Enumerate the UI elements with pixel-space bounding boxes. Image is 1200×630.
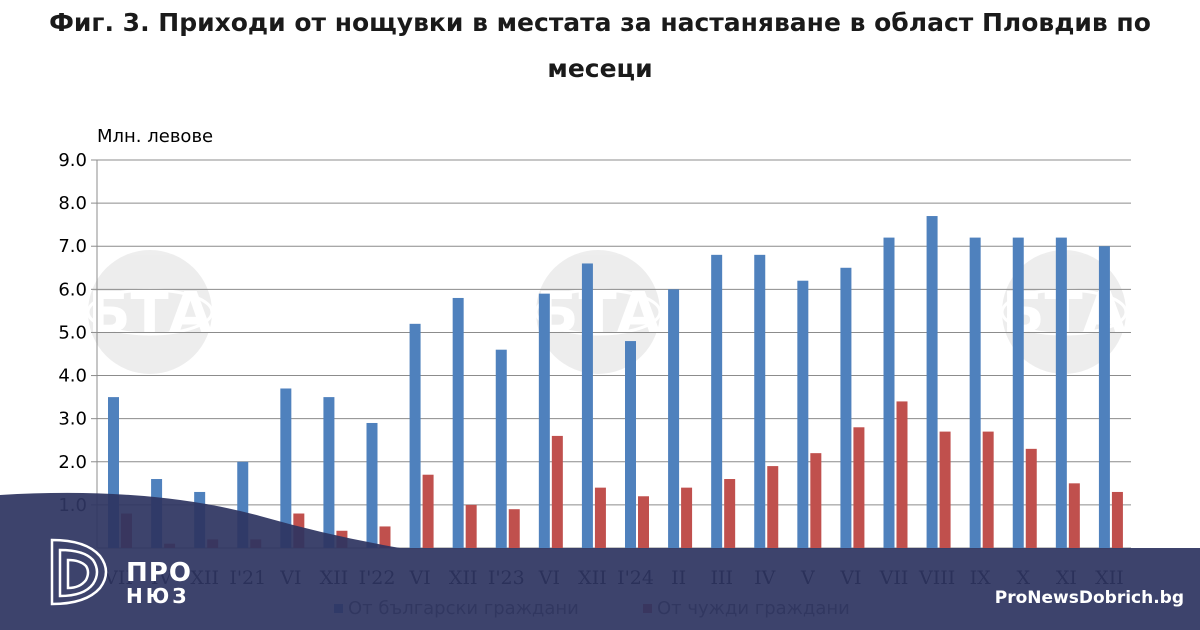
y-tick-label: 6.0	[58, 279, 87, 300]
bar-bulgarian	[581, 263, 593, 548]
bar-foreign	[939, 431, 951, 548]
bar-foreign	[551, 435, 563, 548]
bar-foreign	[853, 427, 865, 548]
bar-bulgarian	[969, 237, 981, 548]
bar-foreign	[508, 509, 520, 548]
bar-bulgarian	[495, 349, 507, 548]
bar-foreign	[681, 487, 693, 548]
bar-foreign	[767, 466, 779, 548]
bars	[108, 216, 1123, 549]
bar-bulgarian	[797, 280, 809, 548]
bar-bulgarian	[409, 323, 421, 548]
watermark-text: БТА	[88, 281, 213, 346]
bar-bulgarian	[366, 422, 378, 548]
y-tick-label: 2.0	[58, 452, 87, 473]
bar-foreign	[465, 504, 477, 548]
bar-bulgarian	[452, 297, 464, 548]
pro-news-logo-icon	[50, 538, 108, 606]
bar-bulgarian	[1055, 237, 1067, 548]
bar-foreign	[1025, 448, 1037, 548]
y-tick-label: 9.0	[58, 150, 87, 171]
bar-bulgarian	[754, 254, 766, 548]
bar-foreign	[1111, 491, 1123, 548]
bar-foreign	[422, 474, 434, 548]
y-tick-label: 7.0	[58, 236, 87, 257]
bar-foreign	[982, 431, 994, 548]
bar-foreign	[379, 526, 391, 548]
bar-bulgarian	[1098, 246, 1110, 548]
bar-foreign	[896, 401, 908, 548]
bar-foreign	[810, 453, 822, 548]
bar-bulgarian	[1012, 237, 1024, 548]
chart-title: Фиг. 3. Приходи от нощувки в местата за …	[49, 8, 1151, 83]
y-axis-ticks: 9.08.07.06.05.04.03.02.01.0	[58, 150, 87, 516]
brand-logo-bottom: НЮЗ	[126, 584, 190, 608]
banner-shape	[0, 492, 1200, 630]
y-tick-label: 8.0	[58, 193, 87, 214]
bar-bulgarian	[926, 216, 938, 549]
y-tick-label: 5.0	[58, 322, 87, 343]
watermark-logo: БТА	[86, 250, 214, 374]
bar-bulgarian	[323, 397, 335, 548]
bar-bulgarian	[538, 293, 550, 548]
bar-bulgarian	[840, 267, 852, 548]
bar-bulgarian	[280, 388, 292, 548]
brand-logo-top: ПРО	[126, 558, 192, 588]
watermark-text: БТА	[536, 281, 661, 346]
site-name[interactable]: ProNewsDobrich.bg	[994, 588, 1184, 608]
grid-lines	[91, 159, 1131, 549]
y-tick-label: 3.0	[58, 409, 87, 430]
bar-foreign	[724, 479, 736, 548]
bar-foreign	[594, 487, 606, 548]
bar-foreign	[1068, 483, 1080, 548]
bar-foreign	[638, 496, 649, 548]
bar-bulgarian	[711, 254, 723, 548]
bar-bulgarian	[668, 289, 680, 548]
bar-bulgarian	[237, 461, 249, 548]
y-tick-label: 4.0	[58, 366, 87, 387]
bar-bulgarian	[883, 237, 895, 548]
y-axis-unit-label: Млн. левове	[97, 126, 213, 147]
bar-bulgarian	[108, 397, 119, 548]
bar-bulgarian	[625, 341, 636, 548]
